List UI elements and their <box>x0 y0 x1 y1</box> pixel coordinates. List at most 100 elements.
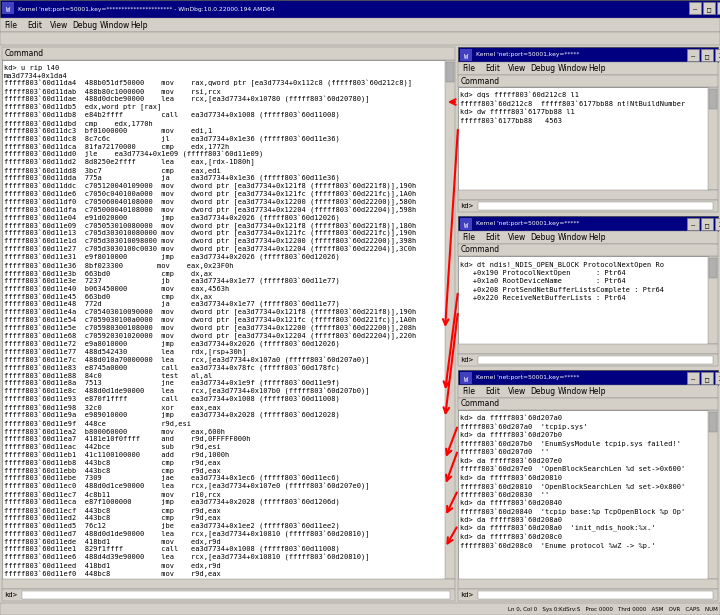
Text: Kernel 'net:port=50001,key=********************** - WinDbg:10.0.22000.194 AMD64: Kernel 'net:port=50001,key=*************… <box>18 7 274 12</box>
Text: kd> dw fffff803`6177bb88 l1: kd> dw fffff803`6177bb88 l1 <box>460 109 575 115</box>
Text: +0x220 ReceiveNetBufferLists : Ptr64: +0x220 ReceiveNetBufferLists : Ptr64 <box>460 295 626 301</box>
Text: +0x190 ProtocolNextOpen      : Ptr64: +0x190 ProtocolNextOpen : Ptr64 <box>460 270 626 276</box>
Bar <box>458 75 718 87</box>
Text: fffff803`60d11e93  e870f1ffff        call   ea3d7734+0x1008 (fffff803`60d11008): fffff803`60d11e93 e870f1ffff call ea3d77… <box>4 396 340 403</box>
Text: fffff803`60d207b0  'EnumSysModule tcpip.sys failed!': fffff803`60d207b0 'EnumSysModule tcpip.s… <box>460 440 681 447</box>
Text: fffff803`60d11e98  32c0              xor    eax,eax: fffff803`60d11e98 32c0 xor eax,eax <box>4 405 221 411</box>
Bar <box>458 589 718 601</box>
Text: Command: Command <box>461 245 500 255</box>
Text: fffff803`60d11eac  442bce            sub    r9d,esi: fffff803`60d11eac 442bce sub r9d,esi <box>4 444 221 450</box>
Bar <box>717 2 720 14</box>
Text: W: W <box>464 54 468 60</box>
Text: fffff803`60d11e54  c7059030100a0000  mov    dword ptr [ea3d7734+0x121fc (fffff80: fffff803`60d11e54 c7059030100a0000 mov d… <box>4 317 416 324</box>
Bar <box>2 2 14 14</box>
Text: Ln 0, Col 0   Sys 0:KdSrv:S   Proc 0000   Thrd 0000   ASM   OVR   CAPS   NUM: Ln 0, Col 0 Sys 0:KdSrv:S Proc 0000 Thrd… <box>508 606 718 611</box>
Text: fffff803`60d11de6  c7050c040100a000  mov    dword ptr [ea3d7734+0x121fc (fffff80: fffff803`60d11de6 c7050c040100a000 mov d… <box>4 191 416 198</box>
Text: ma3d7734+0x1da4: ma3d7734+0x1da4 <box>4 73 68 79</box>
Bar <box>708 87 718 190</box>
Text: fffff803`60d11e3e  7237              jb     ea3d7734+0x1e77 (fffff803`60d11e77): fffff803`60d11e3e 7237 jb ea3d7734+0x1e7… <box>4 278 340 285</box>
Text: fffff803`60d11ec0  488d0d1ce90000    lea    rcx,[ea3d7734+0x107e0 (fffff803`60d2: fffff803`60d11ec0 488d0d1ce90000 lea rcx… <box>4 483 369 490</box>
Text: Edit: Edit <box>485 64 500 73</box>
Text: fffff803`60d11db5  edx,word ptr [rax]: fffff803`60d11db5 edx,word ptr [rax] <box>4 104 161 111</box>
Bar <box>689 2 701 14</box>
Bar <box>715 218 720 230</box>
Bar <box>0 18 720 32</box>
Text: kd> da fffff803`60d207b0: kd> da fffff803`60d207b0 <box>460 432 562 438</box>
Bar <box>0 32 720 45</box>
Text: View: View <box>508 387 526 396</box>
Text: Window: Window <box>557 233 588 242</box>
Text: fffff803`60d11e5e  c705980300108000  mov    dword ptr [ea3d7734+0x12200 (fffff80: fffff803`60d11e5e c705980300108000 mov d… <box>4 325 416 332</box>
Text: fffff803`60d11dae  488d0dcbe90000    lea    rcx,[ea3d7734+0x10780 (fffff803`60d2: fffff803`60d11dae 488d0dcbe90000 lea rcx… <box>4 96 369 103</box>
Bar <box>458 190 718 200</box>
Bar <box>709 258 717 278</box>
Text: Command: Command <box>461 400 500 408</box>
Text: kd> da fffff803`60d20810: kd> da fffff803`60d20810 <box>460 475 562 481</box>
Bar <box>458 256 708 344</box>
Bar <box>446 62 454 82</box>
Text: fffff803`60d20810  'OpenBlockSearchLen %d set->0x800': fffff803`60d20810 'OpenBlockSearchLen %d… <box>460 483 685 490</box>
Text: fffff803`60d11e83  e8745a0000        call   ea3d7734+0x78fc (fffff803`60d178fc): fffff803`60d11e83 e8745a0000 call ea3d77… <box>4 365 340 371</box>
Text: fffff803`60d11dd0  jle    ea3d7734+0x1e09 (fffff803`60d11e09): fffff803`60d11dd0 jle ea3d7734+0x1e09 (f… <box>4 151 264 158</box>
Text: kd> da fffff803`60d207e0: kd> da fffff803`60d207e0 <box>460 458 562 464</box>
Text: Window: Window <box>557 387 588 396</box>
Text: Help: Help <box>589 64 606 73</box>
Text: +0x1a0 RootDeviceName        : Ptr64: +0x1a0 RootDeviceName : Ptr64 <box>460 278 626 284</box>
Text: kd> dt ndis!_NDIS_OPEN_BLOCK ProtocolNextOpen Ro: kd> dt ndis!_NDIS_OPEN_BLOCK ProtocolNex… <box>460 261 664 268</box>
Text: fffff803`60d11dca  81fa72170000      cmp    edx,1772h: fffff803`60d11dca 81fa72170000 cmp edx,1… <box>4 144 229 150</box>
Bar <box>709 89 717 109</box>
Bar <box>458 87 708 190</box>
Text: Edit: Edit <box>485 387 500 396</box>
Bar <box>460 372 472 384</box>
Text: □: □ <box>705 376 709 382</box>
Text: fffff803`60d11db8  e84b2ffff         call   ea3d7734+0x1008 (fffff803`60d11008): fffff803`60d11db8 e84b2ffff call ea3d773… <box>4 112 340 119</box>
Text: fffff803`60d11e8c  488d0d1de90000    lea    rcx,[ea3d7734+0x107b0 (fffff803`60d2: fffff803`60d11e8c 488d0d1de90000 lea rcx… <box>4 388 369 395</box>
Bar <box>687 49 699 61</box>
Text: fffff803`60d11e8a  7513              jne    ea3d7734+0x1e9f (fffff803`60d11e9f): fffff803`60d11e8a 7513 jne ea3d7734+0x1e… <box>4 381 340 387</box>
Bar <box>709 412 717 432</box>
Text: kd>: kd> <box>460 203 473 209</box>
Bar <box>458 370 718 385</box>
Text: fffff803`60d11ebb  443bc8            cmp    r9d,eax: fffff803`60d11ebb 443bc8 cmp r9d,eax <box>4 467 221 474</box>
Bar <box>458 200 718 212</box>
Text: kd>: kd> <box>4 592 17 598</box>
Text: fffff803`60d11eca  e87f1000000       jmp    ea3d7734+0x2028 (fffff803`60d1206d): fffff803`60d11eca e87f1000000 jmp ea3d77… <box>4 499 340 506</box>
Text: fffff803`60d11e4a  c705403010090000  mov    dword ptr [ea3d7734+0x121f8 (fffff80: fffff803`60d11e4a c705403010090000 mov d… <box>4 309 416 317</box>
Text: fffff803`60d11df0  c705060040108000  mov    dword ptr [ea3d7734+0x12200 (fffff80: fffff803`60d11df0 c705060040108000 mov d… <box>4 199 416 206</box>
Text: Help: Help <box>589 233 606 242</box>
Text: +0x208 ProtSendNetBufferListsComplete : Ptr64: +0x208 ProtSendNetBufferListsComplete : … <box>460 287 664 293</box>
Text: fffff803`60d11dbd  cmp    edx,1770h: fffff803`60d11dbd cmp edx,1770h <box>4 120 153 127</box>
Text: kd> dqs fffff803`60d212c8 l1: kd> dqs fffff803`60d212c8 l1 <box>460 92 579 98</box>
Text: fffff803`60d11dda  775a              ja     ea3d7734+0x1e36 (fffff803`60d11e36): fffff803`60d11dda 775a ja ea3d7734+0x1e3… <box>4 175 340 182</box>
Text: kd> da fffff803`60d207a0: kd> da fffff803`60d207a0 <box>460 415 562 421</box>
Text: —: — <box>691 376 695 382</box>
Text: fffff803`60d11e68  c705920301020000  mov    dword ptr [ea3d7734+0x12204 (fffff80: fffff803`60d11e68 c705920301020000 mov d… <box>4 333 416 340</box>
Text: fffff803`60d11e36  8bf023300        mov    eax,0x23F0h: fffff803`60d11e36 8bf023300 mov eax,0x23… <box>4 262 233 269</box>
Bar <box>458 244 718 256</box>
Text: fffff803`60d11e72  e9a8010000        jmp    ea3d7734+0x2026 (fffff803`60d12026): fffff803`60d11e72 e9a8010000 jmp ea3d773… <box>4 341 340 348</box>
Text: File: File <box>462 233 475 242</box>
Text: □: □ <box>705 53 709 59</box>
Text: fffff803`60d11ebe  7309              jae    ea3d7734+0x1ec6 (fffff803`60d11ec6): fffff803`60d11ebe 7309 jae ea3d7734+0x1e… <box>4 475 340 482</box>
Text: fffff803`60d11da4  488b051df50000    mov    rax,qword ptr [ea3d7734+0x112c8 (fff: fffff803`60d11da4 488b051df50000 mov rax… <box>4 80 412 87</box>
Text: View: View <box>50 20 68 30</box>
Text: kd> da fffff803`60d208a0  'init_ndis_hook:%x.': kd> da fffff803`60d208a0 'init_ndis_hook… <box>460 525 655 533</box>
Text: Debug: Debug <box>531 233 556 242</box>
Bar <box>2 589 455 601</box>
Text: fffff803`60d11e04  e91d020000        jmp    ea3d7734+0x2026 (fffff803`60d12026): fffff803`60d11e04 e91d020000 jmp ea3d773… <box>4 215 340 221</box>
Text: fffff803`60d11eb1  41c1100100000     add    r9d,1000h: fffff803`60d11eb1 41c1100100000 add r9d,… <box>4 452 229 458</box>
Text: kd> da fffff803`60d20840: kd> da fffff803`60d20840 <box>460 500 562 506</box>
Text: fffff803`60d11ec7  4c8b11            mov    r10,rcx: fffff803`60d11ec7 4c8b11 mov r10,rcx <box>4 491 221 498</box>
Text: Kernel 'net:port=50001,key=*****: Kernel 'net:port=50001,key=***** <box>476 375 580 380</box>
Text: fffff803`60d207e0  'OpenBlockSearchLen %d set->0x600': fffff803`60d207e0 'OpenBlockSearchLen %d… <box>460 466 685 472</box>
Text: fffff803`60d11ef0  448bc8            mov    r9d,eax: fffff803`60d11ef0 448bc8 mov r9d,eax <box>4 570 221 577</box>
Bar <box>2 579 455 589</box>
Bar <box>458 231 718 244</box>
Text: fffff803`60d208c0  'Enume protocol %wZ -> %p.': fffff803`60d208c0 'Enume protocol %wZ ->… <box>460 542 655 549</box>
Text: Edit: Edit <box>27 20 42 30</box>
Text: X: X <box>719 222 720 228</box>
Text: Kernel 'net:port=50001,key=*****: Kernel 'net:port=50001,key=***** <box>476 221 580 226</box>
Text: fffff803`60d11eb8  443bc8            cmp    r9d,eax: fffff803`60d11eb8 443bc8 cmp r9d,eax <box>4 459 221 466</box>
Text: □: □ <box>707 6 711 12</box>
Bar <box>458 398 718 410</box>
